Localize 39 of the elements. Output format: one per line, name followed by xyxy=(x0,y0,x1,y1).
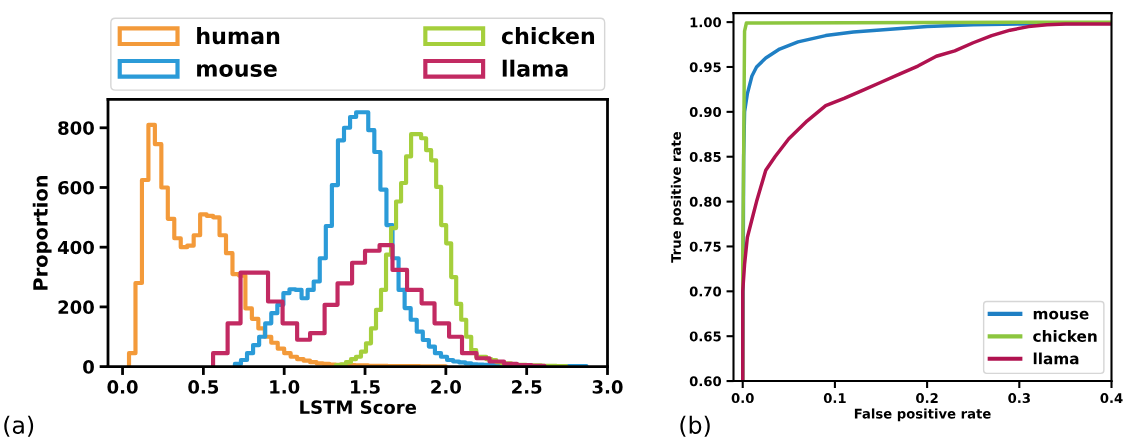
y-tick-label: 0.95 xyxy=(689,62,721,73)
legend-label: llama xyxy=(1033,352,1079,365)
y-tick-label: 0.90 xyxy=(689,107,722,118)
y-axis-title: True positive rate xyxy=(670,131,684,263)
text: (a) xyxy=(4,415,34,437)
x-axis-title: LSTM Score xyxy=(300,400,417,415)
x-tick-label: 1.5 xyxy=(351,380,380,394)
x-axis-title: False positive rate xyxy=(854,408,991,422)
x-tick-label: 0.1 xyxy=(823,393,846,404)
legend-label: chicken xyxy=(501,27,595,45)
legend-label: chicken xyxy=(1033,330,1097,342)
x-tick-label: 3.0 xyxy=(592,380,623,394)
legend-label: llama xyxy=(502,59,568,77)
y-tick-label: 0.80 xyxy=(689,196,722,207)
x-tick-label: 0.3 xyxy=(1008,393,1030,404)
y-tick-label: 0.85 xyxy=(689,151,721,162)
text: (b) xyxy=(680,415,710,437)
legend-label: mouse xyxy=(197,64,277,77)
y-tick-label: 800 xyxy=(58,121,94,135)
x-tick-label: 2.5 xyxy=(512,380,542,394)
x-tick-label: 0.0 xyxy=(107,380,138,394)
y-tick-label: 0.60 xyxy=(689,376,722,387)
x-tick-label: 0.4 xyxy=(1100,393,1123,404)
x-tick-label: 1.0 xyxy=(270,380,300,394)
x-tick-label: 0.0 xyxy=(731,393,754,404)
y-tick-label: 0.75 xyxy=(689,241,721,252)
y-tick-label: 400 xyxy=(57,240,94,255)
y-tick-label: 200 xyxy=(58,300,94,315)
x-tick-label: 2.0 xyxy=(431,380,461,394)
y-tick-label: 0 xyxy=(83,360,94,374)
y-tick-label: 1.00 xyxy=(690,17,722,28)
y-tick-label: 0.65 xyxy=(689,331,721,342)
x-tick-label: 0.5 xyxy=(188,380,219,394)
x-tick-label: 0.2 xyxy=(916,393,938,404)
y-tick-label: 0.70 xyxy=(689,286,722,297)
legend-label: human xyxy=(197,27,280,45)
legend-label: mouse xyxy=(1033,310,1089,320)
y-axis-title: Proportion xyxy=(32,175,52,290)
y-tick-label: 600 xyxy=(58,180,94,195)
